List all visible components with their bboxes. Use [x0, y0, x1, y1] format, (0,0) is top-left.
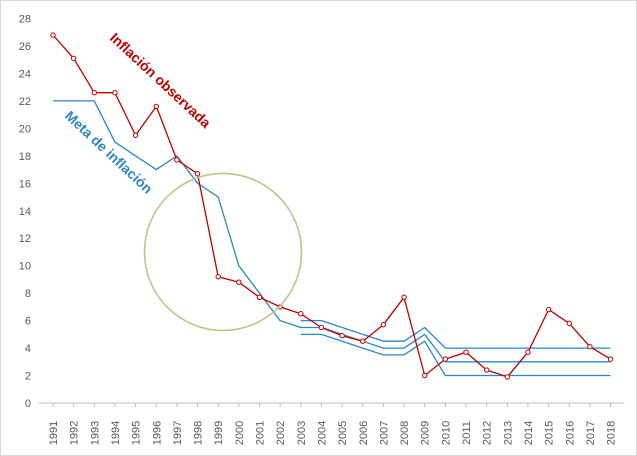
- x-tick-label: 1991: [48, 421, 60, 445]
- x-tick-label: 2000: [234, 421, 246, 445]
- y-tick-label: 24: [19, 68, 31, 80]
- data-point-observed: [194, 171, 201, 177]
- x-tick-label: 1992: [69, 421, 81, 445]
- data-point-observed: [504, 374, 510, 380]
- y-tick-label: 4: [25, 343, 31, 355]
- target-band-layer: [53, 100, 611, 377]
- data-point-observed: [422, 372, 428, 379]
- x-tick-label: 1993: [89, 421, 101, 445]
- data-point-observed: [112, 90, 118, 96]
- data-point-observed: [339, 333, 345, 339]
- y-tick-label: 0: [25, 398, 31, 410]
- data-point-observed: [50, 32, 56, 38]
- data-point-observed: [318, 324, 325, 331]
- y-tick-label: 20: [19, 123, 31, 135]
- highlight-layer: [143, 172, 303, 332]
- x-tick-label: 2014: [523, 421, 535, 445]
- x-tick-label: 2003: [296, 421, 308, 445]
- data-point-observed: [463, 349, 469, 355]
- y-tick-label: 12: [19, 233, 31, 245]
- data-point-observed: [483, 367, 490, 373]
- x-tick-label: 2010: [440, 421, 452, 445]
- series-line-target-3: [300, 333, 611, 377]
- data-point-observed: [587, 344, 593, 350]
- x-tick-label: 2016: [564, 421, 576, 445]
- data-point-observed: [380, 322, 387, 328]
- x-tick-label: 1999: [213, 421, 225, 445]
- x-tick-label: 2002: [275, 421, 287, 445]
- data-point-observed: [70, 55, 77, 62]
- x-tick-label: 2007: [378, 421, 390, 445]
- y-tick-label: 16: [19, 178, 31, 190]
- x-tick-label: 2015: [544, 421, 556, 445]
- x-tick-label: 2017: [585, 421, 597, 445]
- x-tick-label: 2001: [255, 421, 267, 445]
- observed-layer: [50, 32, 614, 380]
- x-tick-label: 2006: [358, 421, 370, 445]
- y-tick-label: 28: [19, 14, 31, 26]
- x-tick-label: 2011: [461, 421, 473, 445]
- y-tick-label: 14: [19, 206, 31, 218]
- data-point-observed: [215, 273, 221, 280]
- x-tick-label: 1997: [172, 421, 184, 445]
- x-tick-label: 1994: [110, 421, 122, 445]
- data-point-observed: [525, 349, 531, 355]
- annotation-inflation-target: Meta de inflación: [62, 107, 156, 196]
- x-tick-label: 2013: [502, 421, 514, 445]
- data-point-observed: [132, 132, 139, 138]
- y-tick-label: 26: [19, 41, 31, 53]
- x-tick-label: 2009: [420, 421, 432, 445]
- data-point-observed: [545, 306, 552, 313]
- x-tick-label: 1995: [131, 421, 143, 445]
- data-point-observed: [174, 157, 180, 163]
- x-tick-label: 2004: [316, 421, 328, 445]
- y-tick-label: 22: [19, 96, 31, 108]
- data-point-observed: [566, 320, 572, 327]
- y-tick-label: 18: [19, 151, 31, 163]
- x-tick-label: 2012: [482, 421, 494, 445]
- series-line-target-1: [53, 100, 611, 363]
- data-point-observed: [91, 90, 98, 96]
- y-tick-label: 6: [25, 316, 31, 328]
- y-tick-label: 8: [25, 288, 31, 300]
- x-tick-label: 1998: [193, 421, 205, 445]
- x-tick-label: 1996: [151, 421, 163, 445]
- highlight-circle: [143, 172, 303, 332]
- data-point-observed: [607, 356, 614, 362]
- annotation-layer: Inflación observada Meta de inflación: [62, 29, 214, 196]
- x-tick-label: 2018: [606, 421, 618, 445]
- data-point-observed: [298, 311, 304, 317]
- data-point-observed: [442, 356, 449, 362]
- data-point-observed: [256, 294, 263, 300]
- data-point-observed: [401, 294, 407, 300]
- y-tick-label: 2: [25, 371, 31, 383]
- x-tick-label: 2008: [399, 421, 411, 445]
- y-tick-label: 10: [19, 261, 31, 273]
- data-point-observed: [236, 279, 242, 285]
- data-point-observed: [360, 338, 366, 344]
- x-tick-label: 2005: [337, 421, 349, 445]
- data-point-observed: [153, 103, 159, 110]
- series-line-observed: [52, 34, 611, 378]
- series-line-target-2: [300, 319, 611, 349]
